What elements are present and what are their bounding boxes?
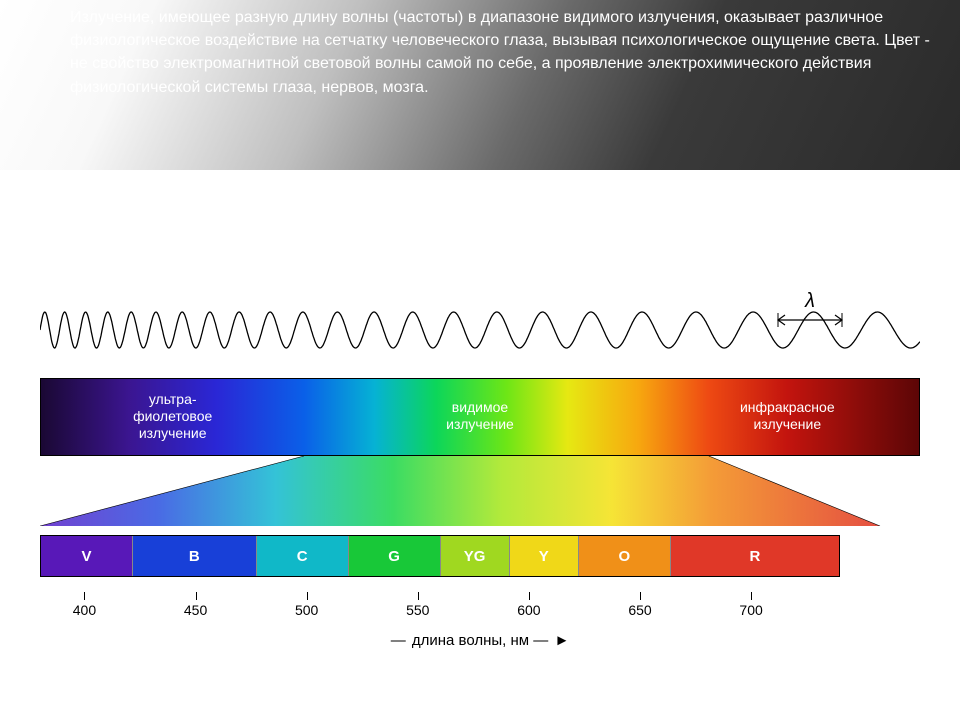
spectrum-region-label: инфракрасное излучение <box>682 399 893 433</box>
visible-expansion-trapezoid <box>40 456 920 526</box>
axis-arrow-icon: ► <box>554 632 569 649</box>
wave-plot <box>40 300 920 360</box>
axis-tick-label: 700 <box>739 602 762 618</box>
color-box: C <box>257 536 349 576</box>
axis-title-text: длина волны, нм <box>412 632 529 649</box>
axis-tick <box>307 592 308 600</box>
axis-tick-label: 450 <box>184 602 207 618</box>
axis-title: — длина волны, нм — ► <box>0 632 960 649</box>
color-box: B <box>133 536 257 576</box>
axis-tick-label: 550 <box>406 602 429 618</box>
trapezoid-svg <box>40 456 920 526</box>
full-spectrum-bar: ультра- фиолетовое излучение видимое излу… <box>40 378 920 456</box>
color-box: YG <box>441 536 510 576</box>
axis-tick <box>751 592 752 600</box>
header-paragraph: Излучение, имеющее разную длину волны (ч… <box>70 6 930 99</box>
spectrum-diagram: λ ультра- фиолетовое излучениевидимое из… <box>40 300 920 526</box>
axis-tick <box>640 592 641 600</box>
axis-tick-label: 400 <box>73 602 96 618</box>
axis-tick-label: 650 <box>628 602 651 618</box>
axis-tick-label: 600 <box>517 602 540 618</box>
spectrum-region-label: видимое излучение <box>401 399 559 433</box>
color-band-row: VBCGYGYOR <box>40 535 840 577</box>
spectrum-region-label: ультра- фиолетовое излучение <box>76 391 269 441</box>
wave-svg <box>40 300 920 360</box>
color-box: G <box>349 536 441 576</box>
axis-tick <box>196 592 197 600</box>
axis-tick <box>529 592 530 600</box>
color-box: O <box>579 536 671 576</box>
color-box: R <box>671 536 839 576</box>
axis-tick <box>84 592 85 600</box>
axis-baseline <box>40 588 860 594</box>
axis-tick <box>418 592 419 600</box>
axis-tick-label: 500 <box>295 602 318 618</box>
color-box: Y <box>510 536 579 576</box>
color-box: V <box>41 536 133 576</box>
